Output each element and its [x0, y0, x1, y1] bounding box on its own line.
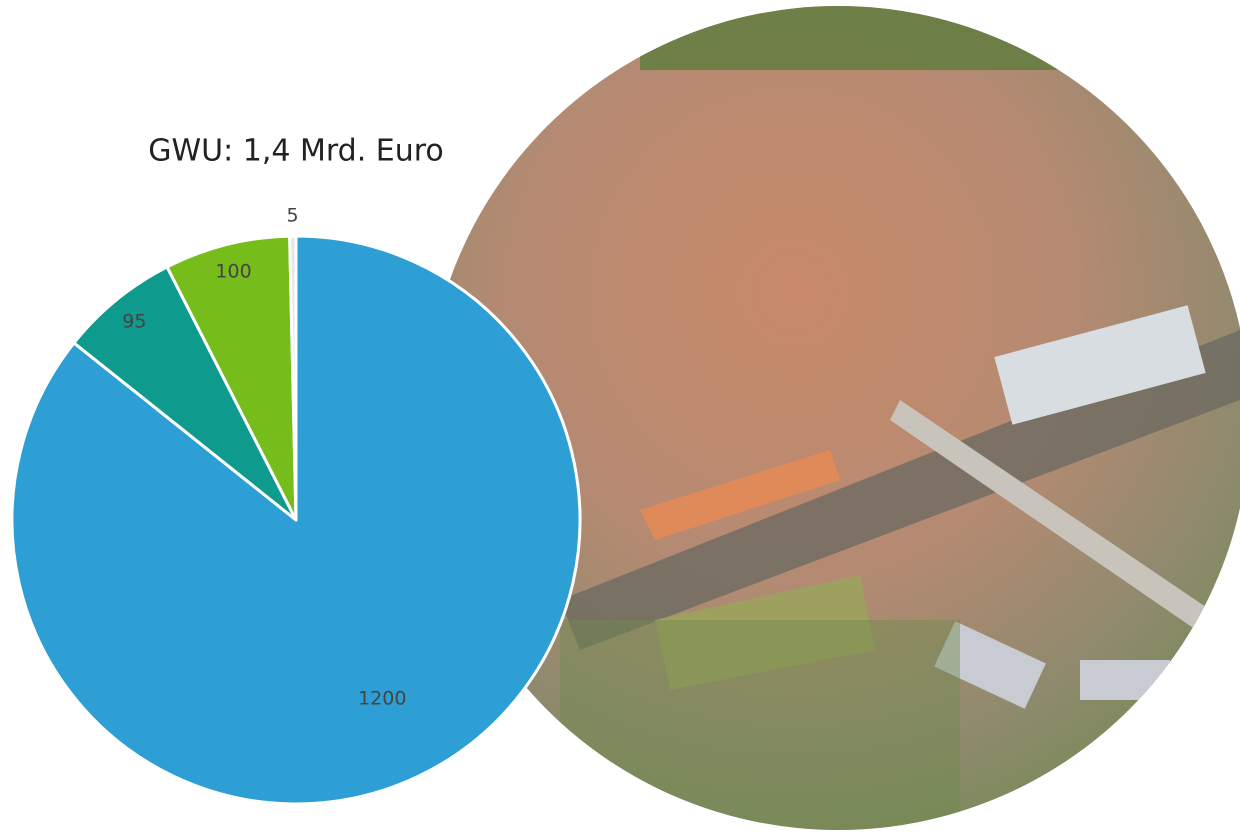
chart: GWU: 1,4 Mrd. Euro 1200 95 100 5 [0, 0, 1240, 837]
data-label: 1200 [358, 688, 406, 710]
data-label: 100 [215, 261, 251, 283]
chart-title: GWU: 1,4 Mrd. Euro [148, 134, 444, 169]
data-label: 95 [122, 310, 146, 332]
data-label: 5 [287, 205, 299, 227]
